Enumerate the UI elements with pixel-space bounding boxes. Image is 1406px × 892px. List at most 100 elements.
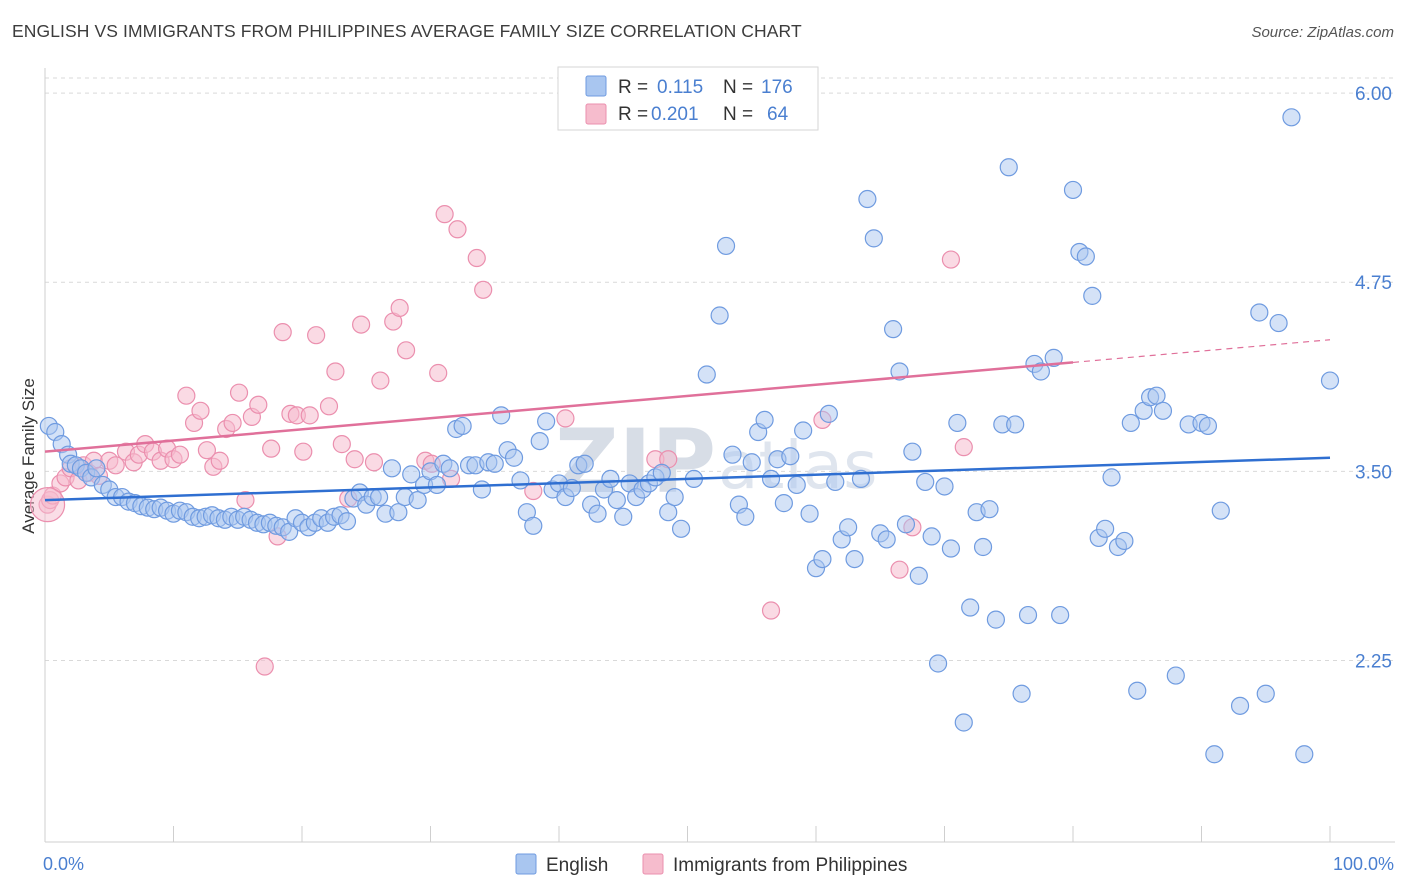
english-point — [845, 549, 864, 569]
english-point — [1102, 468, 1121, 487]
english-point — [961, 598, 980, 617]
english-point — [1230, 696, 1250, 715]
chart-title: ENGLISH VS IMMIGRANTS FROM PHILIPPINES A… — [12, 21, 802, 41]
english-point — [883, 320, 903, 339]
english-point — [973, 537, 993, 557]
philippines-point — [474, 280, 493, 299]
philippines-point — [326, 362, 345, 381]
philippines-point — [352, 315, 371, 334]
philippines-point — [223, 413, 242, 433]
philippines-point — [467, 248, 486, 268]
english-point — [1063, 180, 1083, 200]
english-point — [389, 503, 408, 522]
legend-label-english: English — [546, 855, 608, 876]
philippines-point — [371, 371, 390, 390]
english-point — [601, 469, 620, 489]
english-point — [472, 480, 491, 499]
english-point — [440, 459, 459, 478]
english-point — [761, 469, 781, 489]
english-point — [1044, 348, 1063, 367]
philippines-point — [890, 560, 909, 579]
english-point — [839, 518, 858, 537]
stats-n-label-english: N = — [723, 77, 753, 98]
y-tick-label: 4.75 — [1355, 273, 1392, 294]
stats-box: R = 0.115 N = 176 R = 0.201 N = 64 — [557, 66, 819, 131]
english-point — [909, 566, 928, 585]
english-point — [787, 475, 806, 495]
philippines-point — [435, 205, 454, 224]
english-point — [492, 406, 511, 425]
english-point — [781, 447, 800, 466]
philippines-point — [761, 601, 781, 620]
philippines-point — [319, 397, 339, 416]
english-point — [1115, 531, 1134, 551]
english-point — [774, 494, 793, 513]
english-point — [1096, 519, 1115, 538]
philippines-point-large — [29, 487, 66, 523]
english-points — [39, 108, 1340, 764]
english-point — [402, 465, 421, 484]
axes — [44, 68, 1395, 843]
english-point — [864, 229, 883, 248]
philippines-point — [106, 456, 125, 475]
english-point — [1282, 108, 1301, 127]
english-point — [504, 448, 524, 467]
trend-lines — [44, 339, 1331, 502]
philippines-trend-extension — [1072, 339, 1331, 364]
english-point — [337, 512, 357, 531]
philippines-point — [300, 406, 319, 425]
stats-r-label-english: R = — [618, 77, 648, 98]
english-point — [800, 504, 819, 523]
philippines-point — [448, 220, 467, 239]
english-point — [851, 469, 871, 489]
english-point — [948, 413, 967, 433]
stats-swatch-english — [585, 75, 607, 97]
chart-source: Source: ZipAtlas.com — [1251, 24, 1394, 41]
english-point — [1083, 286, 1102, 305]
x-tick-label-min: 0.0% — [43, 854, 84, 874]
english-point — [408, 490, 427, 510]
english-point — [1256, 684, 1275, 703]
english-point — [826, 472, 845, 492]
english-point — [1128, 681, 1147, 700]
y-tick-label: 3.50 — [1355, 462, 1392, 483]
stats-n-value-english: 176 — [761, 77, 793, 98]
x-tick-labels: 0.0% 100.0% — [43, 854, 1394, 874]
english-point — [755, 410, 774, 430]
english-point — [916, 472, 935, 492]
x-tick-label-max: 100.0% — [1333, 854, 1394, 874]
stats-swatch-philippines — [585, 103, 607, 125]
english-point — [665, 487, 684, 507]
english-point — [922, 527, 941, 546]
philippines-point — [364, 453, 384, 472]
english-point — [537, 412, 556, 431]
philippines-point — [954, 438, 973, 457]
english-point — [524, 516, 543, 535]
english-point — [999, 158, 1018, 177]
english-point — [1076, 247, 1095, 266]
english-point — [890, 362, 909, 381]
philippines-point — [332, 435, 351, 454]
philippines-point — [273, 323, 292, 342]
english-point — [1198, 416, 1218, 436]
english-point — [671, 519, 691, 538]
english-point — [530, 431, 549, 451]
english-point — [511, 471, 530, 490]
philippines-point — [524, 481, 543, 501]
english-point — [1012, 684, 1031, 703]
legend: English Immigrants from Philippines — [515, 853, 907, 876]
philippines-point — [197, 441, 217, 460]
english-point — [588, 504, 607, 523]
stats-r-value-english: 0.115 — [657, 77, 703, 98]
philippines-point — [556, 409, 575, 428]
english-point — [742, 453, 761, 472]
gridlines — [45, 77, 1395, 661]
english-point — [1031, 362, 1050, 381]
philippines-point — [229, 383, 249, 402]
philippines-point — [255, 657, 274, 676]
english-point — [794, 421, 813, 440]
english-point — [382, 459, 402, 478]
english-point — [697, 365, 716, 384]
english-trend-line — [44, 456, 1331, 502]
philippines-point — [210, 451, 229, 470]
